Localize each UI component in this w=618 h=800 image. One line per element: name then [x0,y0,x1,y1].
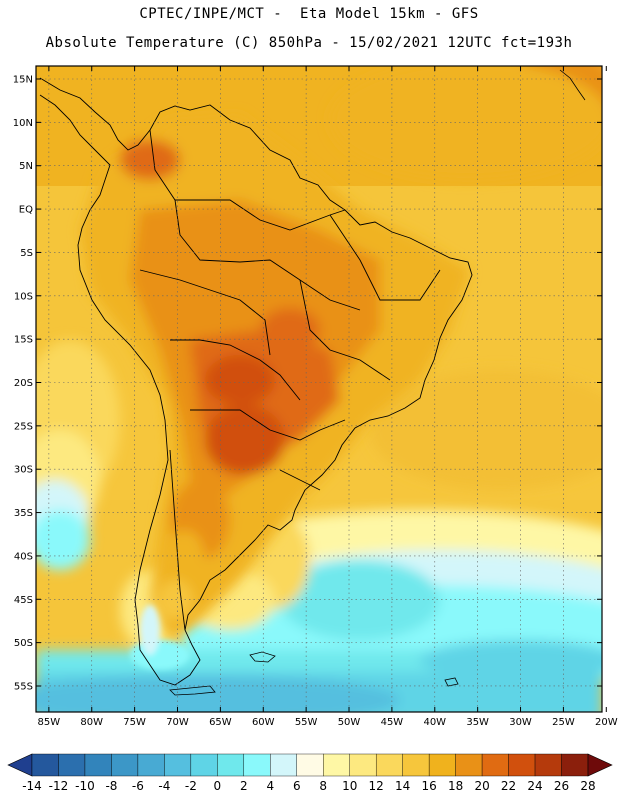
lat-tick-label: 5S [20,248,33,259]
colorbar-swatch [455,753,483,777]
colorbar-label: 14 [395,779,410,793]
colorbar-swatch [375,753,403,777]
colorbar-swatch [58,753,86,777]
colorbar-label: 20 [474,779,489,793]
lat-tick-label: 55S [14,681,33,692]
colorbar-label: -12 [49,779,69,793]
colorbar-swatch [270,753,297,777]
colorbar-label: -8 [105,779,117,793]
lat-tick-label: 15S [14,335,33,346]
lat-tick-label: 35S [14,508,33,519]
colorbar-swatch [428,753,456,777]
lon-tick-label: 35W [466,717,489,728]
colorbar-swatch [323,753,350,777]
colorbar-label: 18 [448,779,463,793]
lon-tick-label: 45W [381,717,404,728]
lon-tick-label: 50W [338,717,361,728]
colorbar-label: 22 [501,779,516,793]
colorbar-label: -10 [75,779,95,793]
colorbar-swatch [296,753,324,777]
lon-tick-label: 65W [209,717,232,728]
header-title: CPTEC/INPE/MCT - Eta Model 15km - GFS [139,6,479,22]
lat-tick-label: 5N [19,161,33,172]
map-frame [35,65,603,713]
colorbar-label: 8 [319,779,327,793]
colorbar-label: 26 [554,779,569,793]
colorbar-label: 28 [580,779,595,793]
lat-tick-label: 15N [13,75,33,86]
colorbar-swatch [31,753,59,777]
colorbar-swatch [217,753,245,777]
lat-tick-label: 10N [13,118,33,129]
lon-tick-label: 70W [166,717,189,728]
colorbar-swatch [243,753,271,777]
header-subtitle: Absolute Temperature (C) 850hPa - 15/02/… [45,35,573,51]
colorbar-label: 24 [527,779,542,793]
colorbar-swatch [164,753,192,777]
colorbar-swatch [402,753,430,777]
colorbar-label: 2 [240,779,248,793]
colorbar-swatch [561,753,589,777]
colorbar-swatch [137,753,165,777]
lon-tick-label: 75W [123,717,146,728]
colorbar-swatch [111,753,139,777]
lat-tick-label: 10S [14,291,33,302]
colorbar-label: -4 [158,779,170,793]
colorbar-swatch [508,753,536,777]
colorbar-label: 12 [369,779,384,793]
lon-tick-label: 20W [595,717,618,728]
lon-tick-label: 60W [252,717,275,728]
lon-tick-label: 80W [80,717,103,728]
colorbar-swatch [84,753,112,777]
colorbar: -14 -12 -10 -8 -6 -4 -2 0 2 4 6 8 10 12 14 16 18 20 22 24 26… [7,753,613,793]
colorbar-label: -14 [22,779,42,793]
colorbar-swatch [481,753,509,777]
latitude-axis: 15N 10N 5N EQ 5S 10S 15S 20S 25S 30S 35S 40S 45S 50S 5… [13,75,602,692]
colorbar-max-arrow [587,753,613,777]
colorbar-label: 6 [293,779,301,793]
colorbar-label: -2 [185,779,197,793]
lat-tick-label: 25S [14,421,33,432]
colorbar-label: -6 [132,779,144,793]
temperature-field [36,66,602,712]
lon-tick-label: 30W [509,717,532,728]
lon-tick-label: 55W [295,717,318,728]
lat-tick-label: 20S [14,378,33,389]
lon-tick-label: 40W [423,717,446,728]
colorbar-label: 4 [266,779,274,793]
colorbar-swatch [534,753,562,777]
lat-tick-label: 50S [14,638,33,649]
lat-tick-label: EQ [19,205,33,216]
lon-tick-label: 85W [38,717,61,728]
colorbar-label: 0 [214,779,222,793]
colorbar-min-arrow [7,753,33,777]
lat-tick-label: 40S [14,551,33,562]
colorbar-label: 16 [422,779,437,793]
colorbar-swatch [349,753,377,777]
coastline [39,77,473,686]
longitude-axis: 85W 80W 75W 70W 65W 60W 55W 50W 45W 40W 35W 30W 25W 2… [38,66,618,728]
lon-tick-label: 25W [552,717,575,728]
lat-tick-label: 30S [14,465,33,476]
colorbar-swatch [190,753,218,777]
colorbar-label: 10 [342,779,357,793]
lat-tick-label: 45S [14,595,33,606]
